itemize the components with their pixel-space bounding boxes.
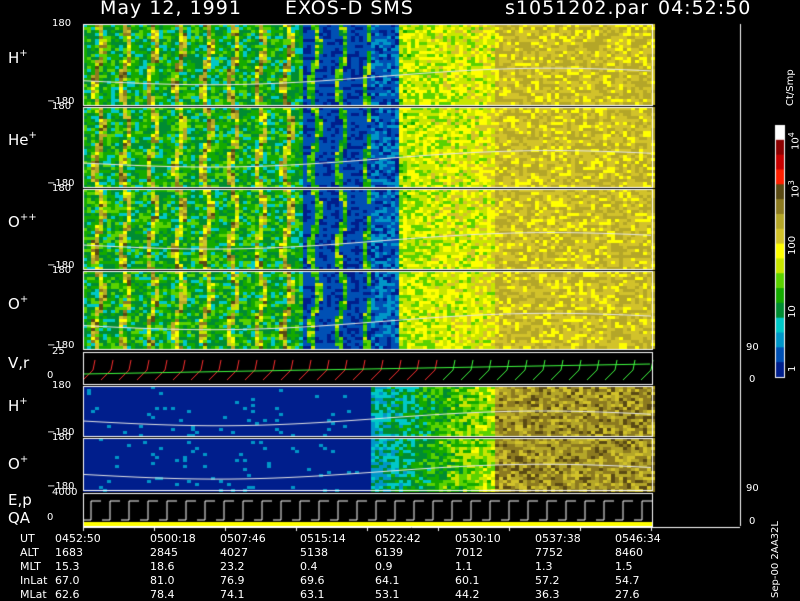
timeline-cell: 0500:18 (150, 532, 196, 545)
timeline-cell: 74.1 (220, 588, 245, 601)
ep-label: E,p (8, 491, 32, 509)
colorbar-label-0: 104 (787, 132, 800, 150)
timeline-cell: 0.4 (300, 560, 318, 573)
vr-right-top-tick: 90 (746, 342, 759, 353)
timeline-row-label: MLat (20, 588, 47, 601)
timeline-cell: 64.1 (375, 574, 400, 587)
timeline-cell: 1.5 (615, 560, 633, 573)
colorbar-label-1: 103 (787, 180, 800, 198)
timeline-cell: 0507:46 (220, 532, 266, 545)
timeline-row-label: UT (20, 532, 35, 545)
timeline-cell: 6139 (375, 546, 403, 559)
ep-right-top-tick: 90 (746, 483, 759, 494)
vr-ymax-tick: 25 (52, 346, 65, 357)
timeline-cell: 5138 (300, 546, 328, 559)
o-plus-label: O+ (8, 294, 29, 313)
timeline-cell: 78.4 (150, 588, 175, 601)
o-plus-plus-ymax-tick: 180 (52, 183, 72, 194)
timeline-cell: 57.2 (535, 574, 560, 587)
timeline-cell: 7012 (455, 546, 483, 559)
o-plus-2-ymin-tick: −180 (47, 481, 75, 492)
plot-time: 04:52:50 (658, 0, 752, 19)
timeline-row-label: InLat (20, 574, 48, 587)
o-plus-2-label: O+ (8, 454, 29, 473)
vr-ymin-tick: 0 (47, 370, 54, 381)
timeline-cell: 0522:42 (375, 532, 421, 545)
ep-label2: QA (8, 509, 31, 527)
vr-right-bottom-tick: 0 (749, 374, 756, 385)
colorbar-label-3: 10 (787, 305, 798, 318)
timeline-cell: 2845 (150, 546, 178, 559)
colorbar-label-2: 100 (787, 235, 798, 255)
h-plus-ymax-tick: 180 (52, 18, 72, 29)
ep-ymax-tick: 4000 (52, 487, 78, 498)
timeline-cell: 15.3 (55, 560, 80, 573)
timeline-cell: 44.2 (455, 588, 480, 601)
timeline-row-label: ALT (20, 546, 39, 559)
colorbar-label-4: 1 (787, 365, 798, 372)
parameter-file: s1051202.par (505, 0, 650, 19)
timeline-cell: 4027 (220, 546, 248, 559)
timeline-cell: 23.2 (220, 560, 245, 573)
instrument-name: EXOS-D SMS (285, 0, 414, 19)
plot-date: May 12, 1991 (100, 0, 242, 19)
timeline-cell: 69.6 (300, 574, 325, 587)
he-plus-ymax-tick: 180 (52, 101, 72, 112)
o-plus-plus-label: O++ (8, 212, 37, 231)
vr-label: V,r (8, 354, 30, 372)
timeline-cell: 27.6 (615, 588, 640, 601)
timeline-cell: 0515:14 (300, 532, 346, 545)
o-plus-ymin-tick: −180 (47, 340, 75, 351)
timeline-cell: 1683 (55, 546, 83, 559)
timeline-cell: 0.9 (375, 560, 393, 573)
timeline-cell: 60.1 (455, 574, 480, 587)
timeline-cell: 1.1 (455, 560, 473, 573)
timeline-cell: 0546:34 (615, 532, 661, 545)
timeline-cell: 67.0 (55, 574, 80, 587)
timeline-row-label: MLT (20, 560, 41, 573)
he-plus-label: He+ (8, 130, 37, 149)
timeline-cell: 0530:10 (455, 532, 501, 545)
h-plus-2-ymax-tick: 180 (52, 380, 72, 391)
h-plus-label: H+ (8, 48, 28, 67)
timeline-cell: 63.1 (300, 588, 325, 601)
timeline-cell: 0537:38 (535, 532, 581, 545)
o-plus-ymax-tick: 180 (52, 265, 72, 276)
timeline-cell: 76.9 (220, 574, 245, 587)
ep-right-bottom-tick: 0 (749, 516, 756, 527)
timeline-cell: 1.3 (535, 560, 553, 573)
footer-stamp: Sep-00 2AA32L (770, 521, 781, 598)
timeline-cell: 62.6 (55, 588, 80, 601)
timeline-cell: 81.0 (150, 574, 175, 587)
h-plus-ymin-tick: −180 (47, 96, 75, 107)
timeline-cell: 18.6 (150, 560, 175, 573)
ep-ymin-tick: 0 (47, 512, 54, 523)
h-plus-2-label: H+ (8, 396, 28, 415)
timeline-cell: 0452:50 (55, 532, 101, 545)
timeline-cell: 36.3 (535, 588, 560, 601)
timeline-cell: 8460 (615, 546, 643, 559)
timeline-cell: 54.7 (615, 574, 640, 587)
timeline-cell: 7752 (535, 546, 563, 559)
o-plus-plus-ymin-tick: −180 (47, 260, 75, 271)
he-plus-ymin-tick: −180 (47, 178, 75, 189)
timeline-cell: 53.1 (375, 588, 400, 601)
o-plus-2-ymax-tick: 180 (52, 432, 72, 443)
colorbar-unit: Ct/Smp (785, 69, 796, 106)
h-plus-2-ymin-tick: −180 (47, 427, 75, 438)
